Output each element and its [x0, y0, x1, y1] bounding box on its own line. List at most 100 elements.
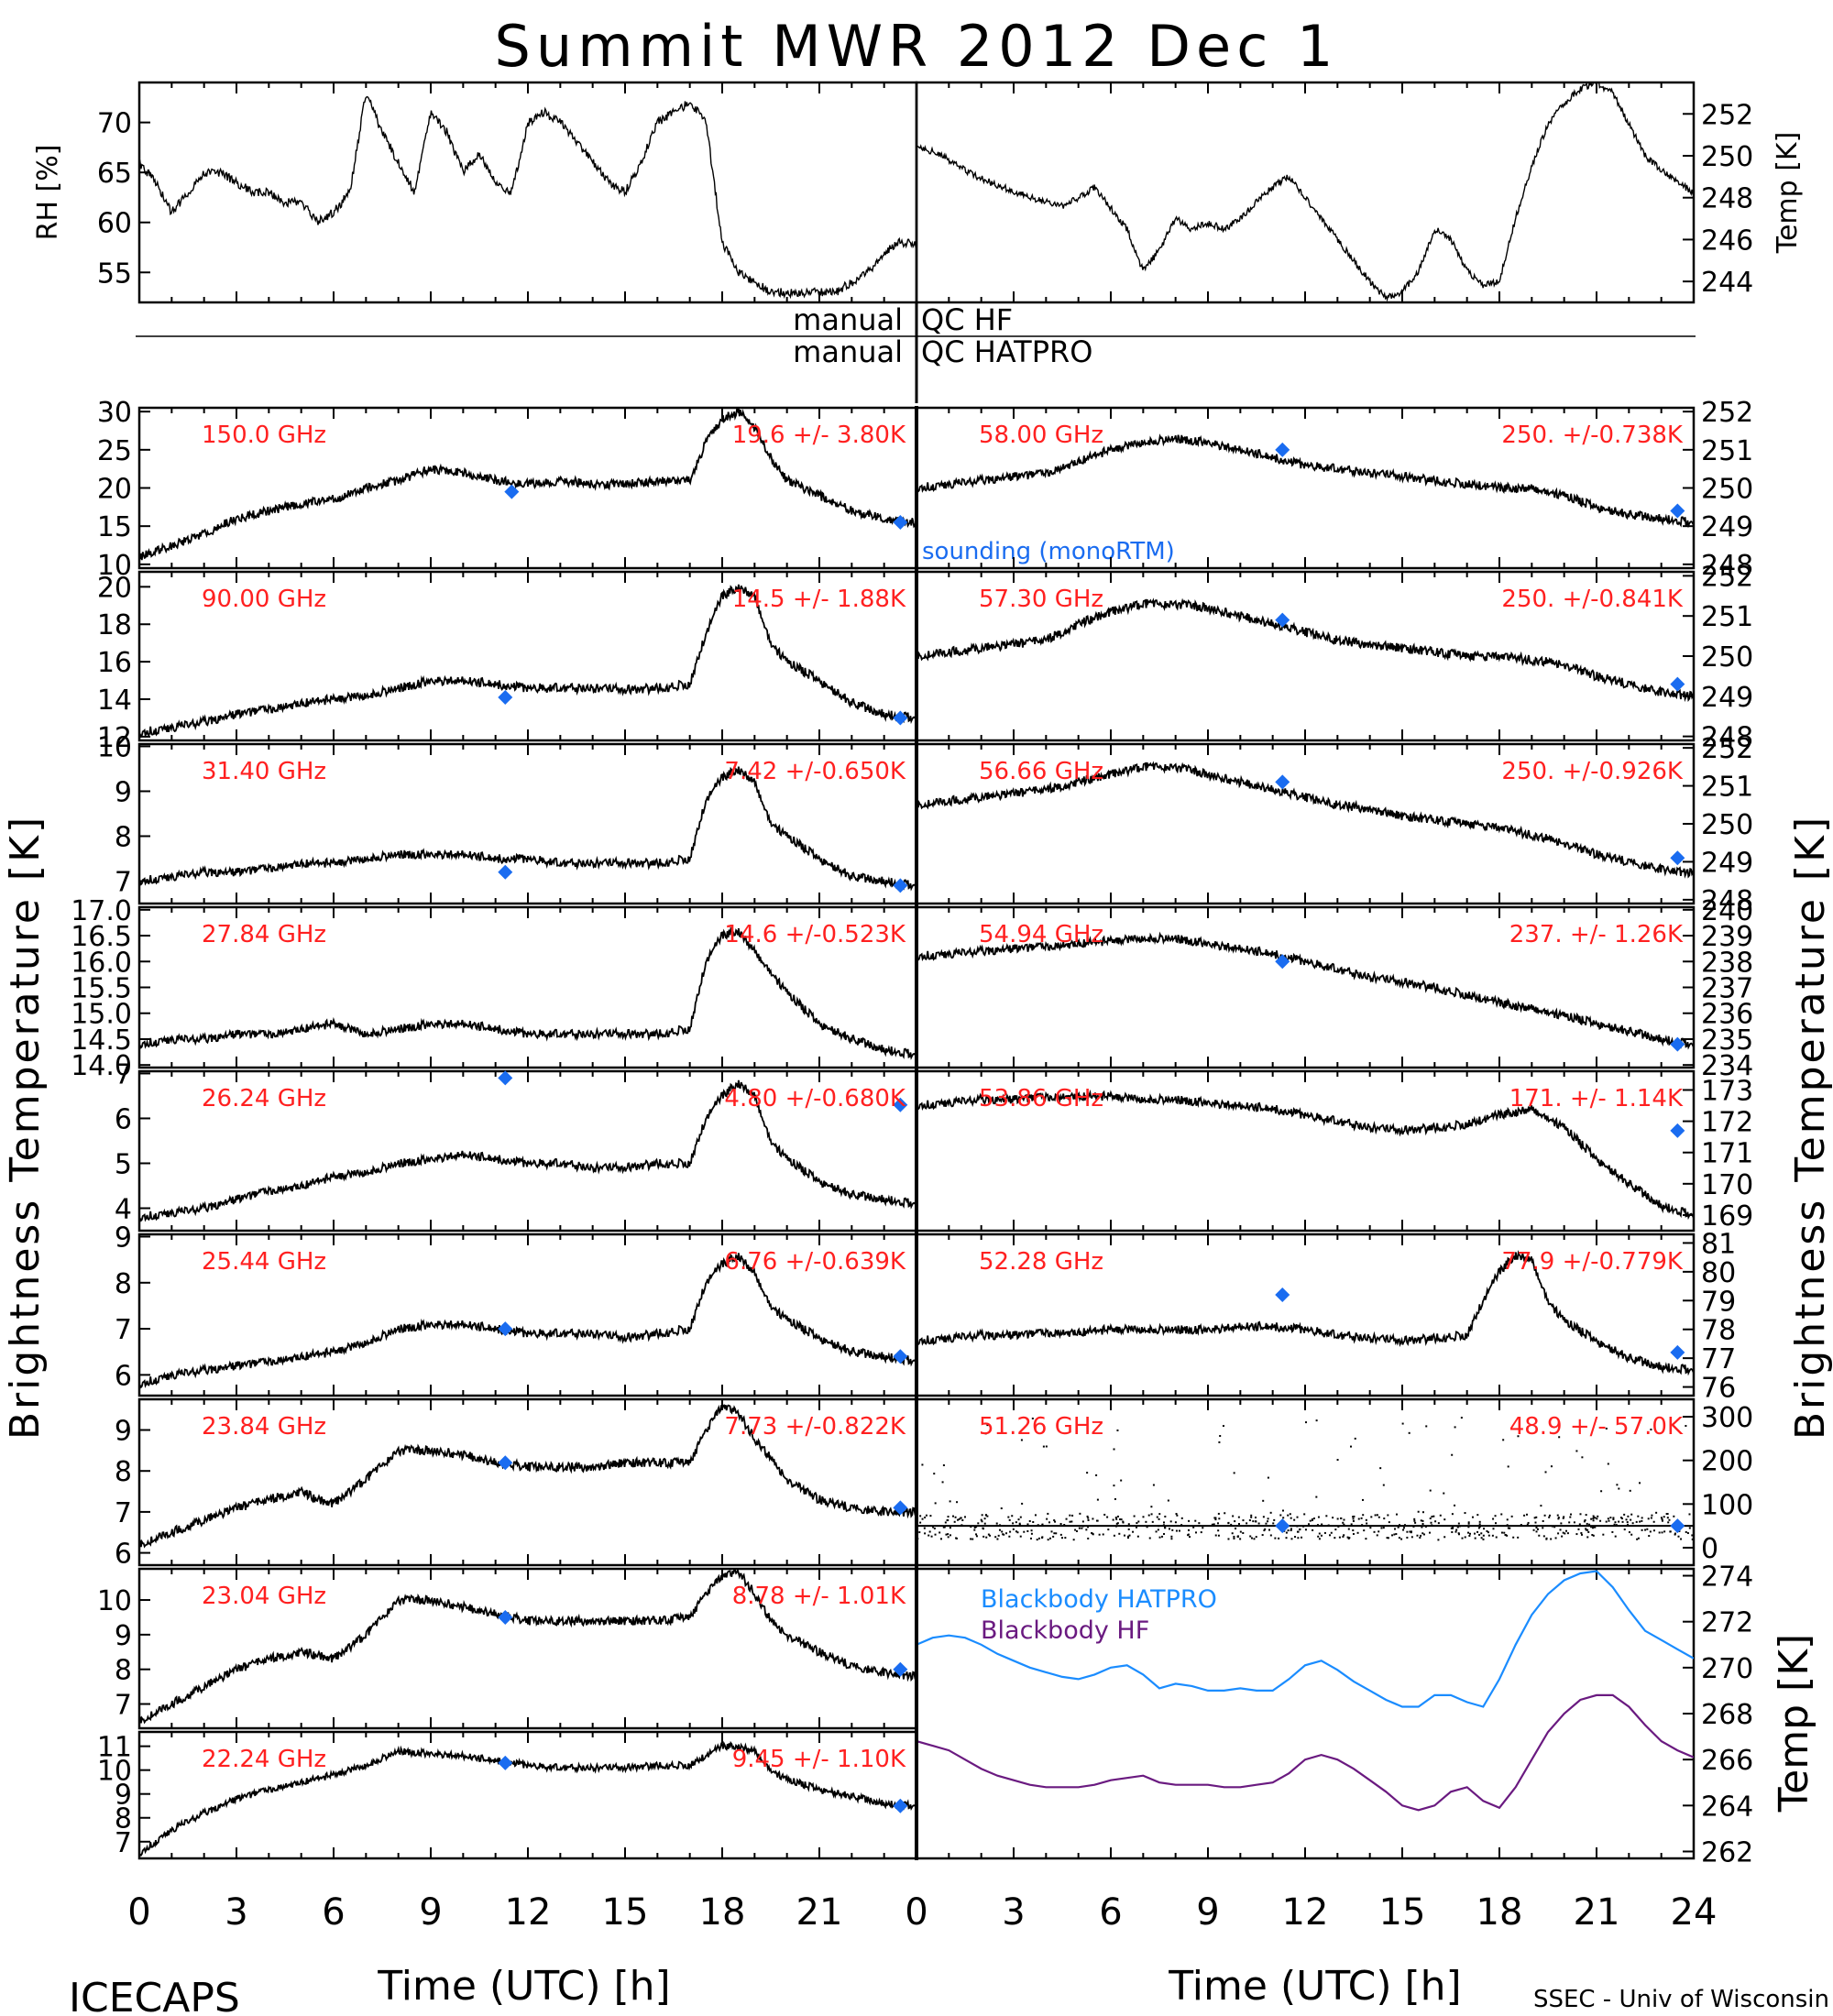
sounding-marker: [893, 515, 908, 530]
series-trace: [916, 82, 1694, 302]
scatter-point: [1651, 1514, 1653, 1517]
scatter-point: [1354, 1437, 1356, 1440]
panel-hp_56_66: 248 249 250 251 252 56.66 GHz 250. +/-0.926K: [915, 733, 1753, 917]
y-tick-label: 248: [1701, 183, 1753, 215]
plot-area: [916, 931, 1694, 1050]
scatter-point: [1294, 1536, 1297, 1539]
scatter-point: [1265, 1522, 1268, 1525]
scatter-point: [1650, 1428, 1652, 1430]
y-tick-label: 100: [1701, 1489, 1753, 1521]
scatter-point: [1492, 1517, 1495, 1520]
scatter-point: [1420, 1519, 1422, 1522]
scatter-point: [1325, 1515, 1328, 1517]
scatter-point: [1623, 1528, 1626, 1531]
scatter-point: [1625, 1518, 1628, 1521]
scatter-point: [1087, 1517, 1090, 1519]
y-tick-label: 60: [97, 208, 132, 240]
scatter-point: [1290, 1538, 1293, 1540]
scatter-point: [1428, 1531, 1431, 1534]
scatter-point: [1380, 1527, 1383, 1529]
scatter-point: [1402, 1527, 1405, 1529]
scatter-point: [1360, 1517, 1363, 1519]
scatter-point: [1212, 1524, 1214, 1527]
y-tick-label: 0: [1701, 1533, 1718, 1565]
y-tick-label: 14: [97, 685, 132, 717]
scatter-point: [1527, 1521, 1530, 1524]
y-tick-label: 20: [97, 572, 132, 604]
scatter-point: [1037, 1537, 1040, 1539]
scatter-point: [1095, 1474, 1098, 1476]
right-side-label: Brightness Temperature [K]: [1787, 815, 1833, 1440]
x-tick-label-right: 18: [1476, 1891, 1523, 1934]
scatter-point: [1113, 1485, 1115, 1487]
scatter-point: [1641, 1519, 1643, 1522]
y-tick-label: 170: [1701, 1169, 1753, 1201]
scatter-point: [949, 1534, 952, 1537]
scatter-point: [1592, 1515, 1595, 1517]
plot-area: [139, 1740, 916, 1857]
sounding-marker: [1670, 1518, 1685, 1534]
scatter-point: [1674, 1532, 1676, 1535]
scatter-point: [1557, 1517, 1560, 1519]
y-tick-label: 239: [1701, 921, 1753, 953]
scatter-point: [998, 1528, 1001, 1531]
y-tick-label: 76: [1701, 1373, 1736, 1405]
scatter-point: [1443, 1492, 1445, 1495]
scatter-point: [1156, 1516, 1158, 1518]
scatter-point: [1076, 1529, 1079, 1532]
scatter-point: [977, 1522, 980, 1525]
scatter-point: [1590, 1517, 1593, 1520]
sounding-marker: [1275, 612, 1290, 628]
panel-frame: [137, 81, 918, 304]
frequency-label: 27.84 GHz: [202, 921, 326, 948]
y-tick-label: 238: [1701, 947, 1753, 979]
scatter-point: [1636, 1538, 1639, 1540]
scatter-point: [1627, 1515, 1630, 1517]
panel-temp: 244 246 248 250 252: [915, 81, 1753, 304]
scatter-point: [1227, 1521, 1230, 1524]
sounding-marker: [1670, 850, 1685, 866]
scatter-point: [1003, 1533, 1005, 1536]
plot-area: [139, 926, 916, 1060]
scatter-point: [1214, 1534, 1217, 1537]
y-tick-label: 251: [1701, 435, 1753, 467]
plot-area: [916, 433, 1694, 529]
y-tick-label: 10: [97, 550, 132, 582]
scatter-point: [1050, 1530, 1053, 1533]
scatter-point: [1278, 1537, 1280, 1539]
scatter-point: [1290, 1529, 1292, 1532]
scatter-point: [1136, 1535, 1139, 1538]
plot-area: [916, 1417, 1694, 1541]
scatter-point: [1439, 1514, 1442, 1517]
y-tick-label: 249: [1701, 511, 1753, 543]
scatter-point: [1422, 1533, 1425, 1536]
scatter-point: [1316, 1524, 1319, 1527]
scatter-point: [1267, 1517, 1269, 1520]
scatter-point: [1394, 1528, 1397, 1530]
scatter-point: [1414, 1521, 1417, 1524]
scatter-point: [1321, 1523, 1323, 1526]
footer-left: ICECAPS: [69, 1975, 240, 2016]
y-tick-label: 249: [1701, 847, 1753, 879]
scatter-point: [1174, 1521, 1177, 1524]
scatter-point: [946, 1519, 949, 1522]
sounding-marker: [504, 484, 520, 499]
y-tick-label: 8: [115, 1655, 132, 1687]
scatter-point: [1047, 1512, 1049, 1515]
scatter-point: [1016, 1531, 1019, 1534]
scatter-point: [1579, 1513, 1582, 1516]
scatter-point: [1028, 1519, 1031, 1522]
scatter-point: [1416, 1534, 1419, 1537]
scatter-point: [1434, 1520, 1437, 1523]
scatter-point: [925, 1514, 927, 1517]
frequency-label: 56.66 GHz: [979, 758, 1103, 785]
scatter-point: [1034, 1514, 1037, 1517]
y-tick-label: 234: [1701, 1050, 1753, 1082]
scatter-point: [995, 1522, 998, 1525]
y-tick-label: 251: [1701, 601, 1753, 633]
scatter-point: [1002, 1533, 1004, 1536]
scatter-point: [1454, 1426, 1456, 1429]
scatter-point: [1608, 1519, 1610, 1522]
plot-area: [139, 408, 916, 561]
scatter-point: [1580, 1533, 1583, 1536]
